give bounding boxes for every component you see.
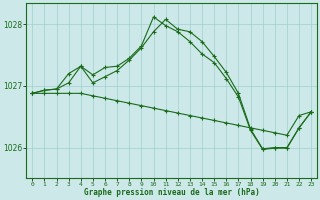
X-axis label: Graphe pression niveau de la mer (hPa): Graphe pression niveau de la mer (hPa) (84, 188, 260, 197)
